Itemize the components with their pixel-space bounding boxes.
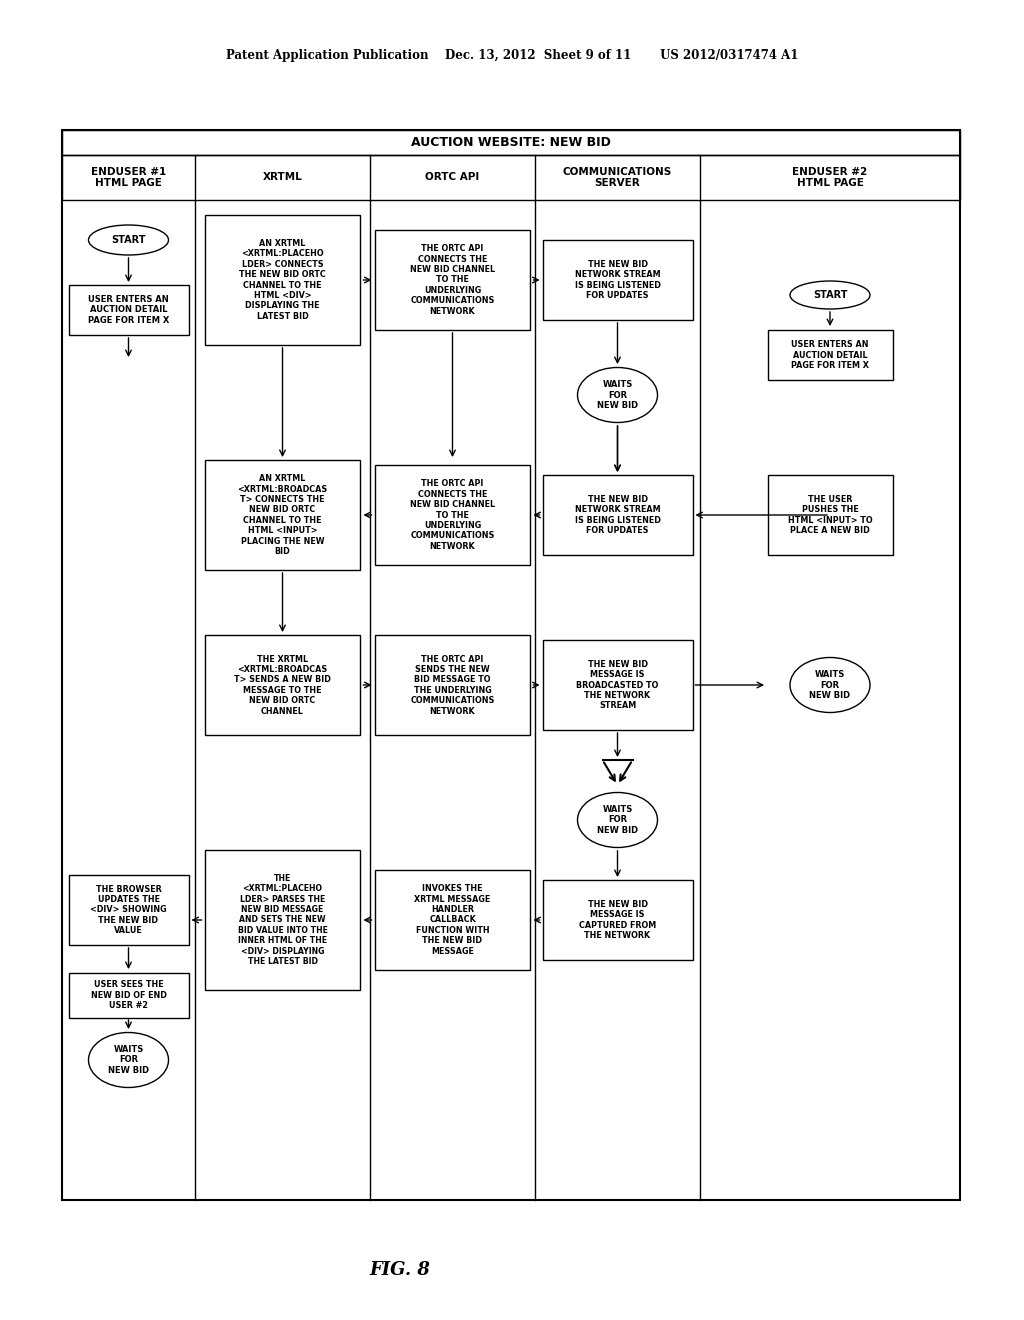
Text: ENDUSER #1
HTML PAGE: ENDUSER #1 HTML PAGE bbox=[91, 166, 166, 189]
Text: WAITS
FOR
NEW BID: WAITS FOR NEW BID bbox=[809, 671, 851, 700]
Bar bbox=[375, 230, 530, 330]
Text: THE ORTC API
CONNECTS THE
NEW BID CHANNEL
TO THE
UNDERLYING
COMMUNICATIONS
NETWO: THE ORTC API CONNECTS THE NEW BID CHANNE… bbox=[410, 244, 495, 315]
Bar bbox=[62, 129, 961, 154]
Text: THE USER
PUSHES THE
HTML <INPUT> TO
PLACE A NEW BID: THE USER PUSHES THE HTML <INPUT> TO PLAC… bbox=[787, 495, 872, 535]
Bar bbox=[205, 215, 360, 345]
Bar bbox=[543, 640, 692, 730]
Bar bbox=[69, 285, 188, 335]
Text: USER ENTERS AN
AUCTION DETAIL
PAGE FOR ITEM X: USER ENTERS AN AUCTION DETAIL PAGE FOR I… bbox=[792, 341, 869, 370]
Text: AN XRTML
<XRTML:BROADCAS
T> CONNECTS THE
NEW BID ORTC
CHANNEL TO THE
HTML <INPUT: AN XRTML <XRTML:BROADCAS T> CONNECTS THE… bbox=[238, 474, 328, 556]
Text: ENDUSER #2
HTML PAGE: ENDUSER #2 HTML PAGE bbox=[793, 166, 867, 189]
Text: WAITS
FOR
NEW BID: WAITS FOR NEW BID bbox=[108, 1045, 150, 1074]
Bar bbox=[768, 475, 893, 554]
Text: AUCTION WEBSITE: NEW BID: AUCTION WEBSITE: NEW BID bbox=[411, 136, 611, 149]
Text: THE ORTC API
CONNECTS THE
NEW BID CHANNEL
TO THE
UNDERLYING
COMMUNICATIONS
NETWO: THE ORTC API CONNECTS THE NEW BID CHANNE… bbox=[410, 479, 495, 550]
Bar bbox=[375, 870, 530, 970]
Bar bbox=[375, 635, 530, 735]
Bar bbox=[62, 129, 961, 1200]
Bar bbox=[205, 850, 360, 990]
Text: COMMUNICATIONS
SERVER: COMMUNICATIONS SERVER bbox=[563, 166, 672, 189]
Text: WAITS
FOR
NEW BID: WAITS FOR NEW BID bbox=[597, 380, 638, 411]
Text: WAITS
FOR
NEW BID: WAITS FOR NEW BID bbox=[597, 805, 638, 836]
Text: THE BROWSER
UPDATES THE
<DIV> SHOWING
THE NEW BID
VALUE: THE BROWSER UPDATES THE <DIV> SHOWING TH… bbox=[90, 884, 167, 936]
Ellipse shape bbox=[88, 224, 169, 255]
Text: THE XRTML
<XRTML:BROADCAS
T> SENDS A NEW BID
MESSAGE TO THE
NEW BID ORTC
CHANNEL: THE XRTML <XRTML:BROADCAS T> SENDS A NEW… bbox=[234, 655, 331, 715]
Bar bbox=[543, 475, 692, 554]
Text: START: START bbox=[112, 235, 145, 246]
Bar bbox=[543, 240, 692, 319]
Bar bbox=[375, 465, 530, 565]
Bar bbox=[768, 330, 893, 380]
Text: THE NEW BID
NETWORK STREAM
IS BEING LISTENED
FOR UPDATES: THE NEW BID NETWORK STREAM IS BEING LIST… bbox=[574, 260, 660, 300]
Bar bbox=[205, 459, 360, 570]
Text: START: START bbox=[813, 290, 847, 300]
Ellipse shape bbox=[578, 367, 657, 422]
Ellipse shape bbox=[578, 792, 657, 847]
Text: AN XRTML
<XRTML:PLACEHO
LDER> CONNECTS
THE NEW BID ORTC
CHANNEL TO THE
HTML <DIV: AN XRTML <XRTML:PLACEHO LDER> CONNECTS T… bbox=[240, 239, 326, 321]
Text: USER SEES THE
NEW BID OF END
USER #2: USER SEES THE NEW BID OF END USER #2 bbox=[90, 979, 167, 1010]
Bar bbox=[62, 154, 961, 201]
Ellipse shape bbox=[88, 1032, 169, 1088]
Text: THE NEW BID
MESSAGE IS
BROADCASTED TO
THE NETWORK
STREAM: THE NEW BID MESSAGE IS BROADCASTED TO TH… bbox=[577, 660, 658, 710]
Text: THE ORTC API
SENDS THE NEW
BID MESSAGE TO
THE UNDERLYING
COMMUNICATIONS
NETWORK: THE ORTC API SENDS THE NEW BID MESSAGE T… bbox=[411, 655, 495, 715]
Text: ORTC API: ORTC API bbox=[425, 173, 479, 182]
Text: INVOKES THE
XRTML MESSAGE
HANDLER
CALLBACK
FUNCTION WITH
THE NEW BID
MESSAGE: INVOKES THE XRTML MESSAGE HANDLER CALLBA… bbox=[415, 884, 490, 956]
Ellipse shape bbox=[790, 657, 870, 713]
Bar bbox=[205, 635, 360, 735]
Text: XRTML: XRTML bbox=[262, 173, 302, 182]
Text: THE NEW BID
MESSAGE IS
CAPTURED FROM
THE NETWORK: THE NEW BID MESSAGE IS CAPTURED FROM THE… bbox=[579, 900, 656, 940]
Text: THE NEW BID
NETWORK STREAM
IS BEING LISTENED
FOR UPDATES: THE NEW BID NETWORK STREAM IS BEING LIST… bbox=[574, 495, 660, 535]
Text: USER ENTERS AN
AUCTION DETAIL
PAGE FOR ITEM X: USER ENTERS AN AUCTION DETAIL PAGE FOR I… bbox=[88, 296, 169, 325]
Bar bbox=[69, 875, 188, 945]
Ellipse shape bbox=[790, 281, 870, 309]
Text: Patent Application Publication    Dec. 13, 2012  Sheet 9 of 11       US 2012/031: Patent Application Publication Dec. 13, … bbox=[226, 49, 798, 62]
Bar bbox=[69, 973, 188, 1018]
Bar bbox=[543, 880, 692, 960]
Text: FIG. 8: FIG. 8 bbox=[370, 1261, 430, 1279]
Text: THE
<XRTML:PLACEHO
LDER> PARSES THE
NEW BID MESSAGE
AND SETS THE NEW
BID VALUE I: THE <XRTML:PLACEHO LDER> PARSES THE NEW … bbox=[238, 874, 328, 966]
